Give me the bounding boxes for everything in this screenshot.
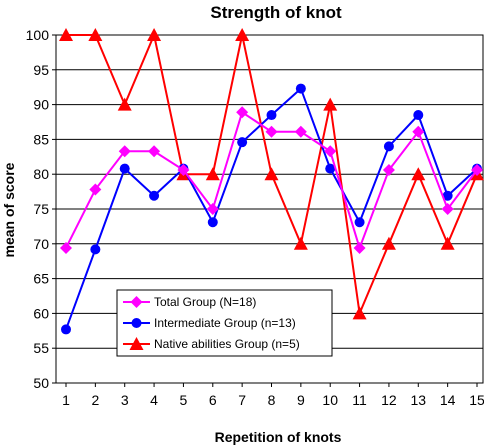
x-axis-ticks: 1 2 3 4 5 6 7 8 9 10 11 12 13 14 15 <box>62 383 484 408</box>
data-point <box>295 83 306 94</box>
x-tick-label: 5 <box>180 392 188 408</box>
data-point <box>177 164 190 177</box>
data-point <box>354 217 365 228</box>
data-point <box>381 236 396 250</box>
data-point <box>237 137 248 148</box>
data-point <box>266 110 277 121</box>
data-point <box>118 145 131 158</box>
y-axis-label: mean of score <box>1 162 17 257</box>
series-diamond <box>60 106 483 254</box>
data-point <box>61 324 71 335</box>
y-tick-label: 60 <box>33 305 49 321</box>
y-tick-label: 55 <box>33 340 49 356</box>
data-point <box>471 164 483 177</box>
y-tick-label: 90 <box>33 97 49 113</box>
data-point <box>119 163 130 174</box>
legend-marker <box>129 337 144 350</box>
data-point <box>352 306 367 320</box>
data-point <box>413 110 424 121</box>
data-point <box>293 236 308 250</box>
x-tick-label: 14 <box>440 392 456 408</box>
data-point <box>117 97 132 111</box>
series-triangle <box>59 28 484 320</box>
x-tick-label: 3 <box>121 392 129 408</box>
x-tick-label: 2 <box>91 392 99 408</box>
data-point <box>149 190 160 201</box>
data-point <box>412 125 425 138</box>
x-tick-label: 11 <box>352 392 367 408</box>
data-point <box>147 28 162 41</box>
legend-label: Total Group (N=18) <box>154 295 256 309</box>
legend-marker <box>131 318 142 328</box>
data-point <box>441 203 454 215</box>
y-tick-label: 65 <box>33 271 49 287</box>
chart-title: Strength of knot <box>210 3 342 22</box>
data-point <box>440 236 455 250</box>
x-tick-label: 8 <box>268 392 276 408</box>
data-point <box>148 145 161 158</box>
data-point <box>60 241 72 254</box>
x-tick-label: 12 <box>381 392 397 408</box>
data-point <box>353 241 366 254</box>
legend-label: Intermediate Group (n=13) <box>154 316 296 330</box>
x-tick-label: 10 <box>322 392 338 408</box>
x-tick-label: 15 <box>469 392 484 408</box>
x-tick-label: 9 <box>297 392 305 408</box>
series-circle <box>61 83 482 335</box>
legend-box <box>116 289 333 357</box>
data-point <box>442 190 453 201</box>
data-point <box>236 106 249 119</box>
data-point <box>383 141 394 152</box>
data-point <box>88 28 103 41</box>
legend: Total Group (N=18) Intermediate Group (n=… <box>116 289 333 357</box>
y-tick-label: 85 <box>33 131 49 147</box>
x-tick-label: 1 <box>62 392 70 408</box>
data-point <box>324 145 337 158</box>
x-tick-label: 13 <box>410 392 426 408</box>
y-tick-label: 80 <box>33 166 49 182</box>
y-tick-label: 50 <box>33 375 49 391</box>
y-tick-label: 75 <box>33 201 49 217</box>
x-axis-label: Repetition of knots <box>215 429 342 445</box>
x-tick-label: 6 <box>209 392 217 408</box>
y-tick-label: 70 <box>33 236 49 252</box>
data-point <box>59 28 73 41</box>
data-point <box>264 167 279 181</box>
data-point <box>265 125 278 138</box>
data-point <box>90 244 101 255</box>
data-point <box>325 163 336 174</box>
series-group <box>59 28 484 335</box>
data-point <box>235 28 250 41</box>
data-point <box>382 164 395 177</box>
x-tick-label: 4 <box>150 392 158 408</box>
data-point <box>411 167 426 181</box>
data-point <box>89 183 102 196</box>
data-point <box>294 125 307 138</box>
y-tick-label: 100 <box>26 27 50 43</box>
data-point <box>205 167 220 181</box>
legend-marker <box>130 296 143 308</box>
data-point <box>207 217 218 228</box>
data-point <box>323 97 338 111</box>
y-axis-ticks: 50 55 60 65 70 75 80 85 90 95 100 <box>26 27 56 391</box>
x-tick-label: 7 <box>238 392 246 408</box>
data-point <box>206 203 219 215</box>
legend-label: Native abilities Group (n=5) <box>154 337 300 351</box>
y-tick-label: 95 <box>33 62 49 78</box>
